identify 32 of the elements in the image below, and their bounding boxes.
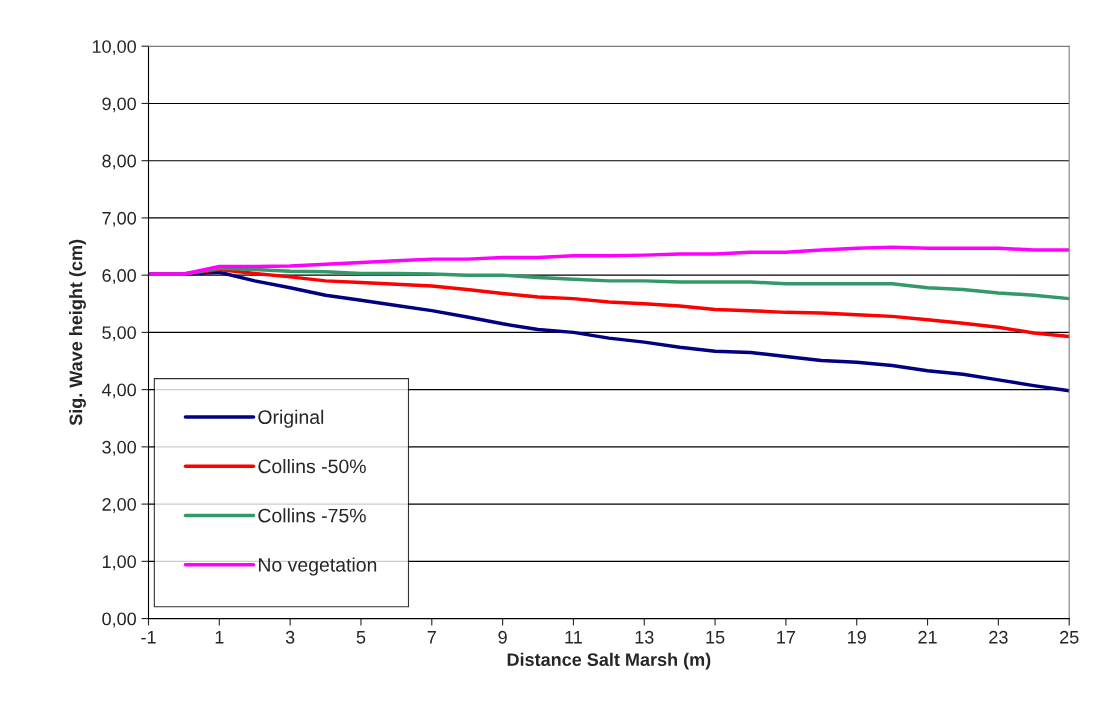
x-tick-label: 17: [777, 631, 796, 644]
x-axis-title: Distance Salt Marsh (m): [507, 652, 711, 670]
y-tick-label: 9,00: [102, 97, 136, 113]
x-tick-label: 25: [1060, 630, 1079, 644]
y-axis-title: Sig. Wave height (cm): [69, 239, 86, 426]
x-tick-label: -1: [141, 631, 156, 644]
x-tick-label: 1: [215, 631, 224, 644]
x-tick-label: 23: [989, 630, 1008, 644]
y-tick-label: 4,00: [101, 383, 136, 399]
y-tick-label: 7,00: [102, 211, 136, 227]
x-tick-label: 7: [427, 631, 436, 644]
y-tick-label: 10,00: [92, 40, 136, 56]
line-series: [148, 245, 1070, 276]
legend-label: Collins -75%: [258, 508, 366, 523]
legend-label: Collins -50%: [258, 458, 366, 474]
legend-label: No vegetation: [258, 557, 377, 576]
y-tick-label: 3,00: [102, 440, 136, 456]
x-tick-label: 5: [356, 631, 366, 644]
y-tick-label: 0,00: [102, 612, 136, 628]
y-tick-label: 6,00: [102, 269, 136, 285]
y-tick-label: 5,00: [102, 326, 136, 342]
x-tick-label: 21: [918, 630, 937, 644]
x-tick-label: 9: [498, 630, 507, 644]
y-tick-label: 1,00: [102, 555, 136, 571]
x-tick-label: 15: [706, 631, 725, 644]
y-tick-label: 2,00: [102, 498, 136, 513]
x-tick-label: 3: [285, 630, 295, 644]
x-tick-label: 13: [635, 630, 654, 644]
x-tick-label: 11: [565, 631, 582, 644]
y-tick-label: 8,00: [102, 154, 136, 170]
x-tick-label: 19: [848, 630, 866, 644]
legend-label: Original: [258, 409, 324, 428]
